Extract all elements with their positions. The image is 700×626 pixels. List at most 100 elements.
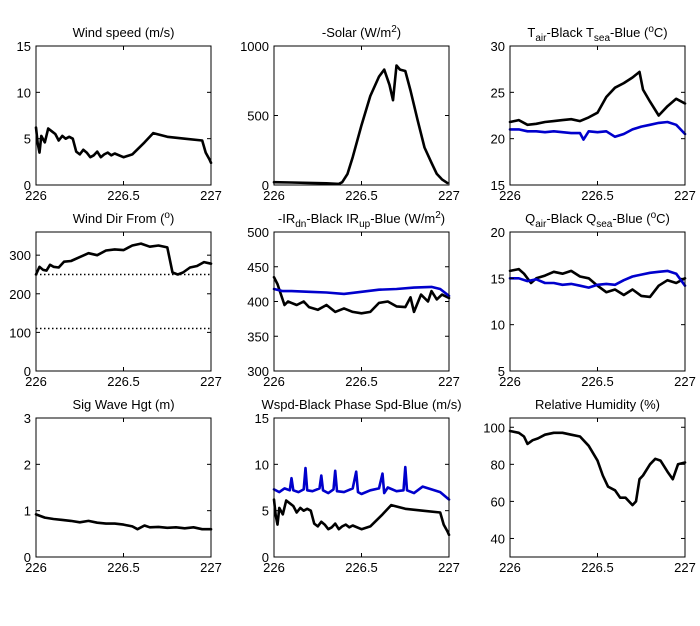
- panel-title: Qair-Black Qsea-Blue (oC): [525, 210, 670, 230]
- x-tick-label: 226: [25, 560, 47, 575]
- y-tick-label: 100: [9, 325, 31, 340]
- x-tick-label: 227: [674, 374, 696, 389]
- panel-title: Wind speed (m/s): [73, 25, 175, 40]
- y-tick-label: 1: [24, 504, 31, 519]
- y-tick-label: 5: [24, 132, 31, 147]
- series-line-blue: [272, 285, 451, 298]
- panel-temperature: Tair-Black Tsea-Blue (oC) 226 226.5 227 15 20…: [491, 24, 696, 203]
- y-tick-label: 20: [491, 132, 505, 147]
- x-tick-label: 227: [674, 560, 696, 575]
- y-tick-label: 300: [247, 364, 269, 379]
- x-tick-label: 227: [200, 560, 222, 575]
- series-line-blue: [508, 269, 687, 289]
- y-tick-label: 350: [247, 329, 269, 344]
- panel-wind-dir: Wind Dir From (o) 226 226.5 227 0 100 200 300: [9, 210, 222, 389]
- x-tick-label: 227: [200, 374, 222, 389]
- series-line-black: [272, 64, 449, 186]
- y-tick-label: 100: [483, 420, 505, 435]
- axes-frame: [509, 231, 686, 372]
- series-line-black: [34, 242, 213, 276]
- x-tick-label: 227: [438, 560, 460, 575]
- x-tick-label: 227: [200, 188, 222, 203]
- y-tick-label: 2: [24, 457, 31, 472]
- y-tick-label: 10: [491, 318, 505, 333]
- y-tick-label: 0: [262, 550, 269, 565]
- y-tick-label: 80: [491, 457, 505, 472]
- y-tick-label: 25: [491, 85, 505, 100]
- y-tick-label: 300: [9, 248, 31, 263]
- series-line-black: [508, 70, 687, 127]
- series-line-blue: [272, 465, 451, 501]
- y-tick-label: 450: [247, 260, 269, 275]
- series-line-black: [508, 429, 687, 507]
- y-tick-label: 15: [491, 178, 505, 193]
- x-tick-label: 226.5: [345, 560, 378, 575]
- panel-title: Sig Wave Hgt (m): [72, 397, 174, 412]
- y-tick-label: 0: [24, 178, 31, 193]
- panel-title: -IRdn-Black IRup-Blue (W/m2): [278, 210, 445, 230]
- panel-title: Wind Dir From (o): [73, 210, 175, 226]
- x-tick-label: 226: [263, 374, 285, 389]
- panel-title: -Solar (W/m2): [322, 24, 401, 40]
- x-tick-label: 227: [438, 188, 460, 203]
- y-tick-label: 60: [491, 494, 505, 509]
- y-tick-label: 10: [255, 457, 269, 472]
- panel-title: Relative Humidity (%): [535, 397, 660, 412]
- x-tick-label: 226: [499, 374, 521, 389]
- x-tick-label: 226.5: [581, 560, 614, 575]
- panel-humidity-q: Qair-Black Qsea-Blue (oC) 226 226.5 227 5 10 1…: [491, 210, 696, 389]
- axes-frame: [35, 45, 212, 186]
- series-line-blue: [508, 120, 687, 141]
- x-tick-label: 226.5: [345, 188, 378, 203]
- x-tick-label: 226: [499, 188, 521, 203]
- y-tick-label: 500: [247, 225, 269, 240]
- series-line-black: [508, 267, 687, 299]
- y-tick-label: 5: [262, 504, 269, 519]
- panel-title: Wspd-Black Phase Spd-Blue (m/s): [261, 397, 461, 412]
- x-tick-label: 226: [263, 188, 285, 203]
- y-tick-label: 40: [491, 531, 505, 546]
- y-tick-label: 1000: [240, 39, 269, 54]
- y-tick-label: 15: [491, 271, 505, 286]
- panel-solar: -Solar (W/m2) 226 226.5 227 0 500 1000: [240, 24, 460, 203]
- x-tick-label: 227: [674, 188, 696, 203]
- series-line-black: [34, 513, 213, 531]
- x-tick-label: 226: [263, 560, 285, 575]
- y-tick-label: 400: [247, 295, 269, 310]
- y-tick-label: 10: [17, 85, 31, 100]
- y-tick-label: 15: [255, 411, 269, 426]
- axes-frame: [35, 231, 212, 372]
- axes-frame: [273, 45, 450, 186]
- y-tick-label: 30: [491, 39, 505, 54]
- x-tick-label: 226: [25, 188, 47, 203]
- y-tick-label: 5: [498, 364, 505, 379]
- series-line-black: [272, 498, 451, 537]
- x-tick-label: 226.5: [107, 374, 140, 389]
- axes-frame: [273, 231, 450, 372]
- x-tick-label: 227: [438, 374, 460, 389]
- y-tick-label: 0: [262, 178, 269, 193]
- y-tick-label: 200: [9, 287, 31, 302]
- y-tick-label: 0: [24, 364, 31, 379]
- x-tick-label: 226: [499, 560, 521, 575]
- panel-ir: -IRdn-Black IRup-Blue (W/m2) 226 226.5 227 3…: [247, 210, 460, 389]
- axes-frame: [35, 417, 212, 558]
- panel-title: Tair-Black Tsea-Blue (oC): [527, 24, 667, 44]
- y-tick-label: 15: [17, 39, 31, 54]
- x-tick-label: 226: [25, 374, 47, 389]
- x-tick-label: 226.5: [107, 188, 140, 203]
- x-tick-label: 226.5: [107, 560, 140, 575]
- y-tick-label: 20: [491, 225, 505, 240]
- y-tick-label: 0: [24, 550, 31, 565]
- panel-relative-humidity: Relative Humidity (%) 226 226.5 227 40 60 80 10…: [483, 397, 696, 575]
- x-tick-label: 226.5: [581, 188, 614, 203]
- series-line-black: [272, 275, 451, 315]
- x-tick-label: 226.5: [581, 374, 614, 389]
- panel-wave-height: Sig Wave Hgt (m) 226 226.5 227 0 1 2 3: [24, 397, 222, 575]
- y-tick-label: 3: [24, 411, 31, 426]
- x-tick-label: 226.5: [345, 374, 378, 389]
- series-line-black: [34, 126, 213, 165]
- panel-wspd-phase: Wspd-Black Phase Spd-Blue (m/s) 226 226.5 2…: [255, 397, 462, 575]
